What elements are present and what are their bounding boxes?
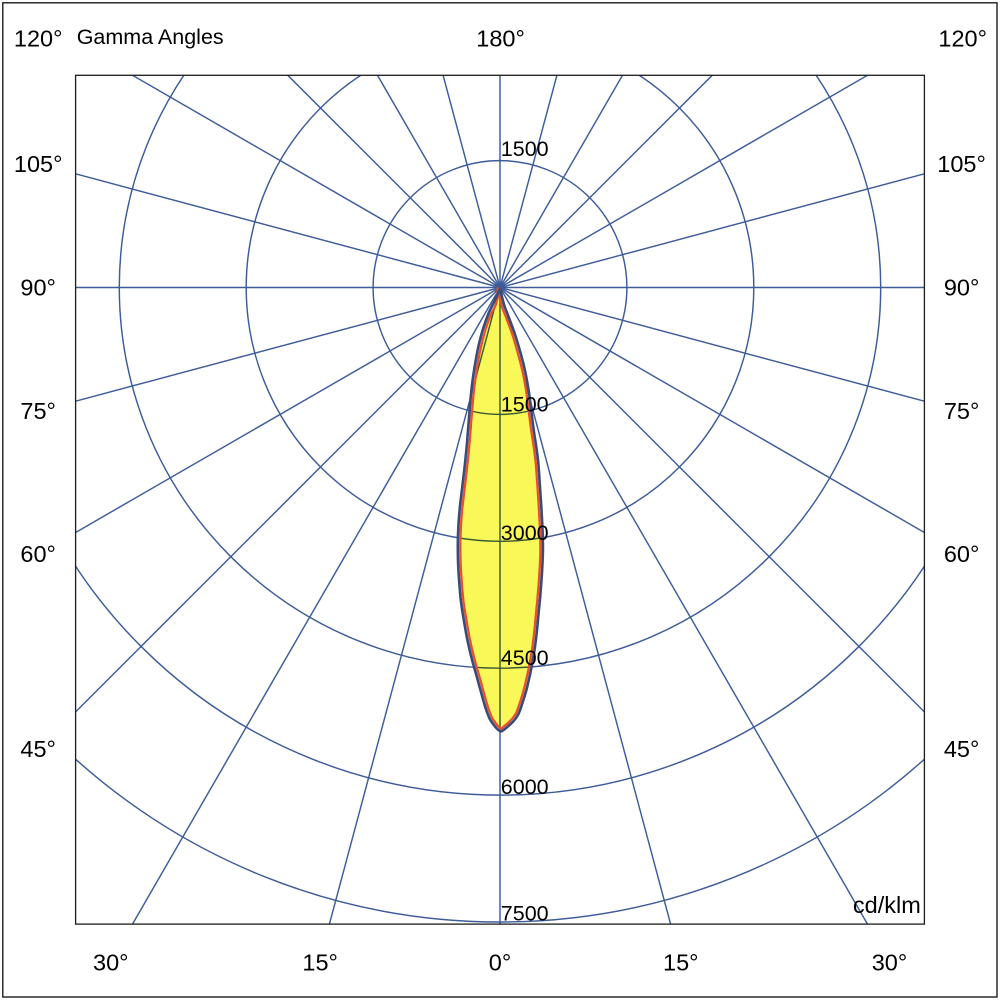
svg-text:15°: 15° <box>663 950 699 976</box>
svg-text:cd/klm: cd/klm <box>853 892 921 918</box>
svg-text:90°: 90° <box>944 274 980 300</box>
svg-text:30°: 30° <box>93 950 129 976</box>
svg-text:Gamma Angles: Gamma Angles <box>77 25 224 49</box>
svg-text:15°: 15° <box>302 950 338 976</box>
svg-text:30°: 30° <box>872 950 908 976</box>
svg-text:180°: 180° <box>476 25 525 51</box>
svg-text:90°: 90° <box>20 274 56 300</box>
svg-text:60°: 60° <box>944 541 980 567</box>
svg-text:3000: 3000 <box>501 521 549 545</box>
svg-text:75°: 75° <box>944 398 980 424</box>
svg-text:0°: 0° <box>489 950 511 976</box>
svg-text:1500: 1500 <box>501 137 549 161</box>
svg-text:45°: 45° <box>944 736 980 762</box>
svg-text:7500: 7500 <box>501 902 549 926</box>
svg-text:75°: 75° <box>20 398 56 424</box>
svg-text:120°: 120° <box>14 25 63 51</box>
svg-text:4500: 4500 <box>501 646 549 670</box>
svg-text:6000: 6000 <box>501 775 549 799</box>
svg-text:120°: 120° <box>938 25 987 51</box>
svg-text:105°: 105° <box>14 151 63 177</box>
svg-text:1500: 1500 <box>501 392 549 416</box>
svg-text:105°: 105° <box>937 151 986 177</box>
svg-text:60°: 60° <box>20 541 56 567</box>
svg-text:45°: 45° <box>20 736 56 762</box>
